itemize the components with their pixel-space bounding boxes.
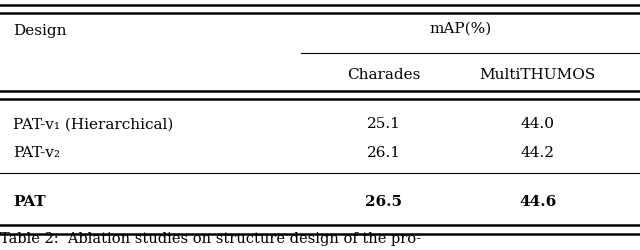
Text: PAT-v₂: PAT-v₂ xyxy=(13,146,60,160)
Text: 44.6: 44.6 xyxy=(519,194,556,208)
Text: Table 2:  Ablation studies on structure design of the pro-: Table 2: Ablation studies on structure d… xyxy=(0,231,421,245)
Text: PAT-v₁ (Hierarchical): PAT-v₁ (Hierarchical) xyxy=(13,117,173,131)
Text: 25.1: 25.1 xyxy=(367,117,401,131)
Text: mAP(%): mAP(%) xyxy=(429,22,492,36)
Text: 26.5: 26.5 xyxy=(365,194,403,208)
Text: Design: Design xyxy=(13,24,67,38)
Text: MultiTHUMOS: MultiTHUMOS xyxy=(479,68,596,82)
Text: PAT: PAT xyxy=(13,194,45,208)
Text: 44.0: 44.0 xyxy=(520,117,555,131)
Text: 44.2: 44.2 xyxy=(520,146,555,160)
Text: Charades: Charades xyxy=(348,68,420,82)
Text: 26.1: 26.1 xyxy=(367,146,401,160)
